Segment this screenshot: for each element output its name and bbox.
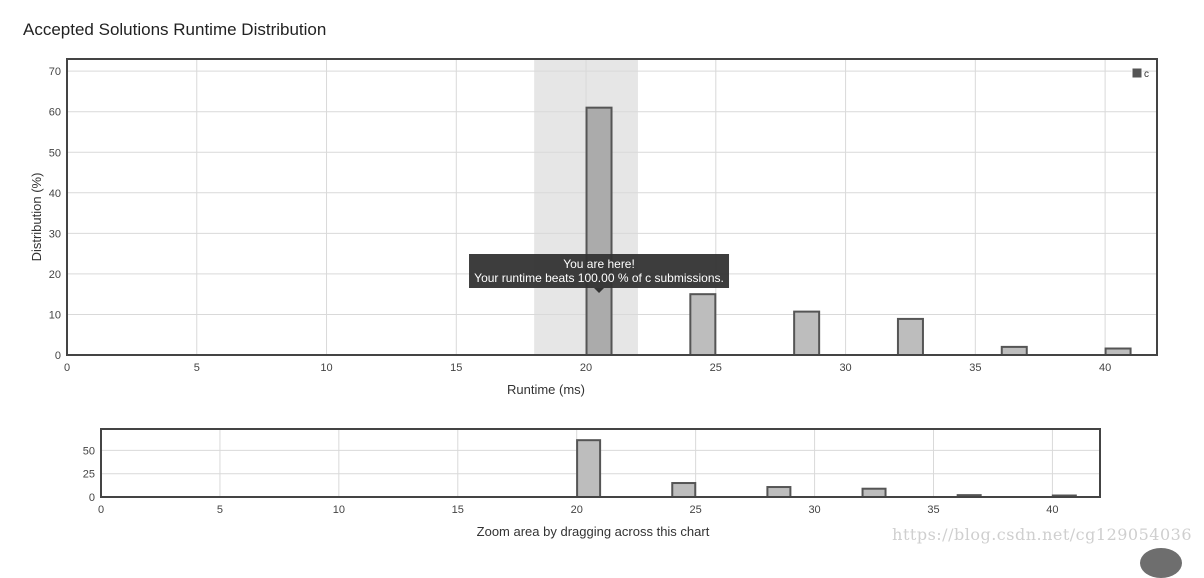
tooltip-background <box>469 254 730 288</box>
main-chart[interactable]: 0 5 10 15 20 25 30 35 40 0 10 20 30 40 50 60 70 Runtime… <box>29 58 1158 397</box>
x-tick-label: 40 <box>1099 362 1111 374</box>
x-tick-label: 35 <box>969 362 981 374</box>
y-tick-label: 60 <box>49 107 61 119</box>
y-tick-label: 50 <box>49 147 61 159</box>
navigator-caption: Zoom area by dragging across this chart <box>477 524 710 539</box>
watermark: https://blog.csdn.net/cg129054036 <box>892 525 1192 544</box>
page-title: Accepted Solutions Runtime Distribution <box>23 20 327 39</box>
navigator-plot-frame[interactable] <box>100 428 1101 498</box>
avatar <box>1140 548 1182 578</box>
x-tick-label: 30 <box>839 362 851 374</box>
navigator-bar[interactable] <box>861 487 887 499</box>
y-tick-label: 40 <box>49 188 61 200</box>
legend-swatch-c <box>1131 67 1143 79</box>
x-tick-label: 0 <box>64 362 70 374</box>
legend-label-c: c <box>1144 69 1149 80</box>
tooltip-arrow <box>594 288 605 293</box>
main-y-tick-labels: 0 10 20 30 40 50 60 70 <box>49 66 61 362</box>
x-tick-label: 20 <box>580 362 592 374</box>
main-y-axis-label: Distribution (%) <box>29 173 44 262</box>
navigator-bars[interactable] <box>576 439 1077 499</box>
x-tick-label: 20 <box>571 504 583 516</box>
x-tick-label: 5 <box>194 362 200 374</box>
bar[interactable] <box>1000 345 1028 356</box>
x-tick-label: 30 <box>808 504 820 516</box>
bar[interactable] <box>896 317 924 356</box>
navigator-bar[interactable] <box>766 486 792 498</box>
navigator-bar[interactable] <box>576 439 602 498</box>
x-tick-label: 15 <box>450 362 462 374</box>
runtime-tooltip: You are here! Your runtime beats 100.00 … <box>469 254 730 293</box>
x-tick-label: 0 <box>98 504 104 516</box>
navigator-chart[interactable]: 0 5 10 15 20 25 30 35 40 0 25 50 Zoom area by drag… <box>83 428 1101 539</box>
main-x-axis-label: Runtime (ms) <box>507 382 585 397</box>
y-tick-label: 0 <box>55 350 61 362</box>
x-tick-label: 40 <box>1046 504 1058 516</box>
main-x-tick-labels: 0 5 10 15 20 25 30 35 40 <box>64 362 1111 374</box>
navigator-y-tick-labels: 0 25 50 <box>83 445 95 504</box>
legend[interactable]: c <box>1131 67 1149 80</box>
x-tick-label: 15 <box>452 504 464 516</box>
main-plot-frame <box>66 58 1158 356</box>
navigator-x-tick-labels: 0 5 10 15 20 25 30 35 40 <box>98 504 1059 516</box>
tooltip-line-2: Your runtime beats 100.00 % of c submiss… <box>474 271 724 285</box>
y-tick-label: 30 <box>49 228 61 240</box>
y-tick-label: 10 <box>49 309 61 321</box>
y-tick-label: 70 <box>49 66 61 78</box>
y-tick-label: 0 <box>89 492 95 504</box>
navigator-bar[interactable] <box>671 482 697 499</box>
x-tick-label: 10 <box>333 504 345 516</box>
y-tick-label: 20 <box>49 269 61 281</box>
bar[interactable] <box>793 310 821 357</box>
x-tick-label: 10 <box>320 362 332 374</box>
x-tick-label: 25 <box>710 362 722 374</box>
x-tick-label: 35 <box>927 504 939 516</box>
bar[interactable] <box>585 106 613 356</box>
y-tick-label: 50 <box>83 445 95 457</box>
main-bars[interactable] <box>585 106 1132 357</box>
x-tick-label: 25 <box>690 504 702 516</box>
bar[interactable] <box>689 293 717 356</box>
tooltip-line-1: You are here! <box>563 257 635 271</box>
x-tick-label: 5 <box>217 504 223 516</box>
y-tick-label: 25 <box>83 469 95 481</box>
